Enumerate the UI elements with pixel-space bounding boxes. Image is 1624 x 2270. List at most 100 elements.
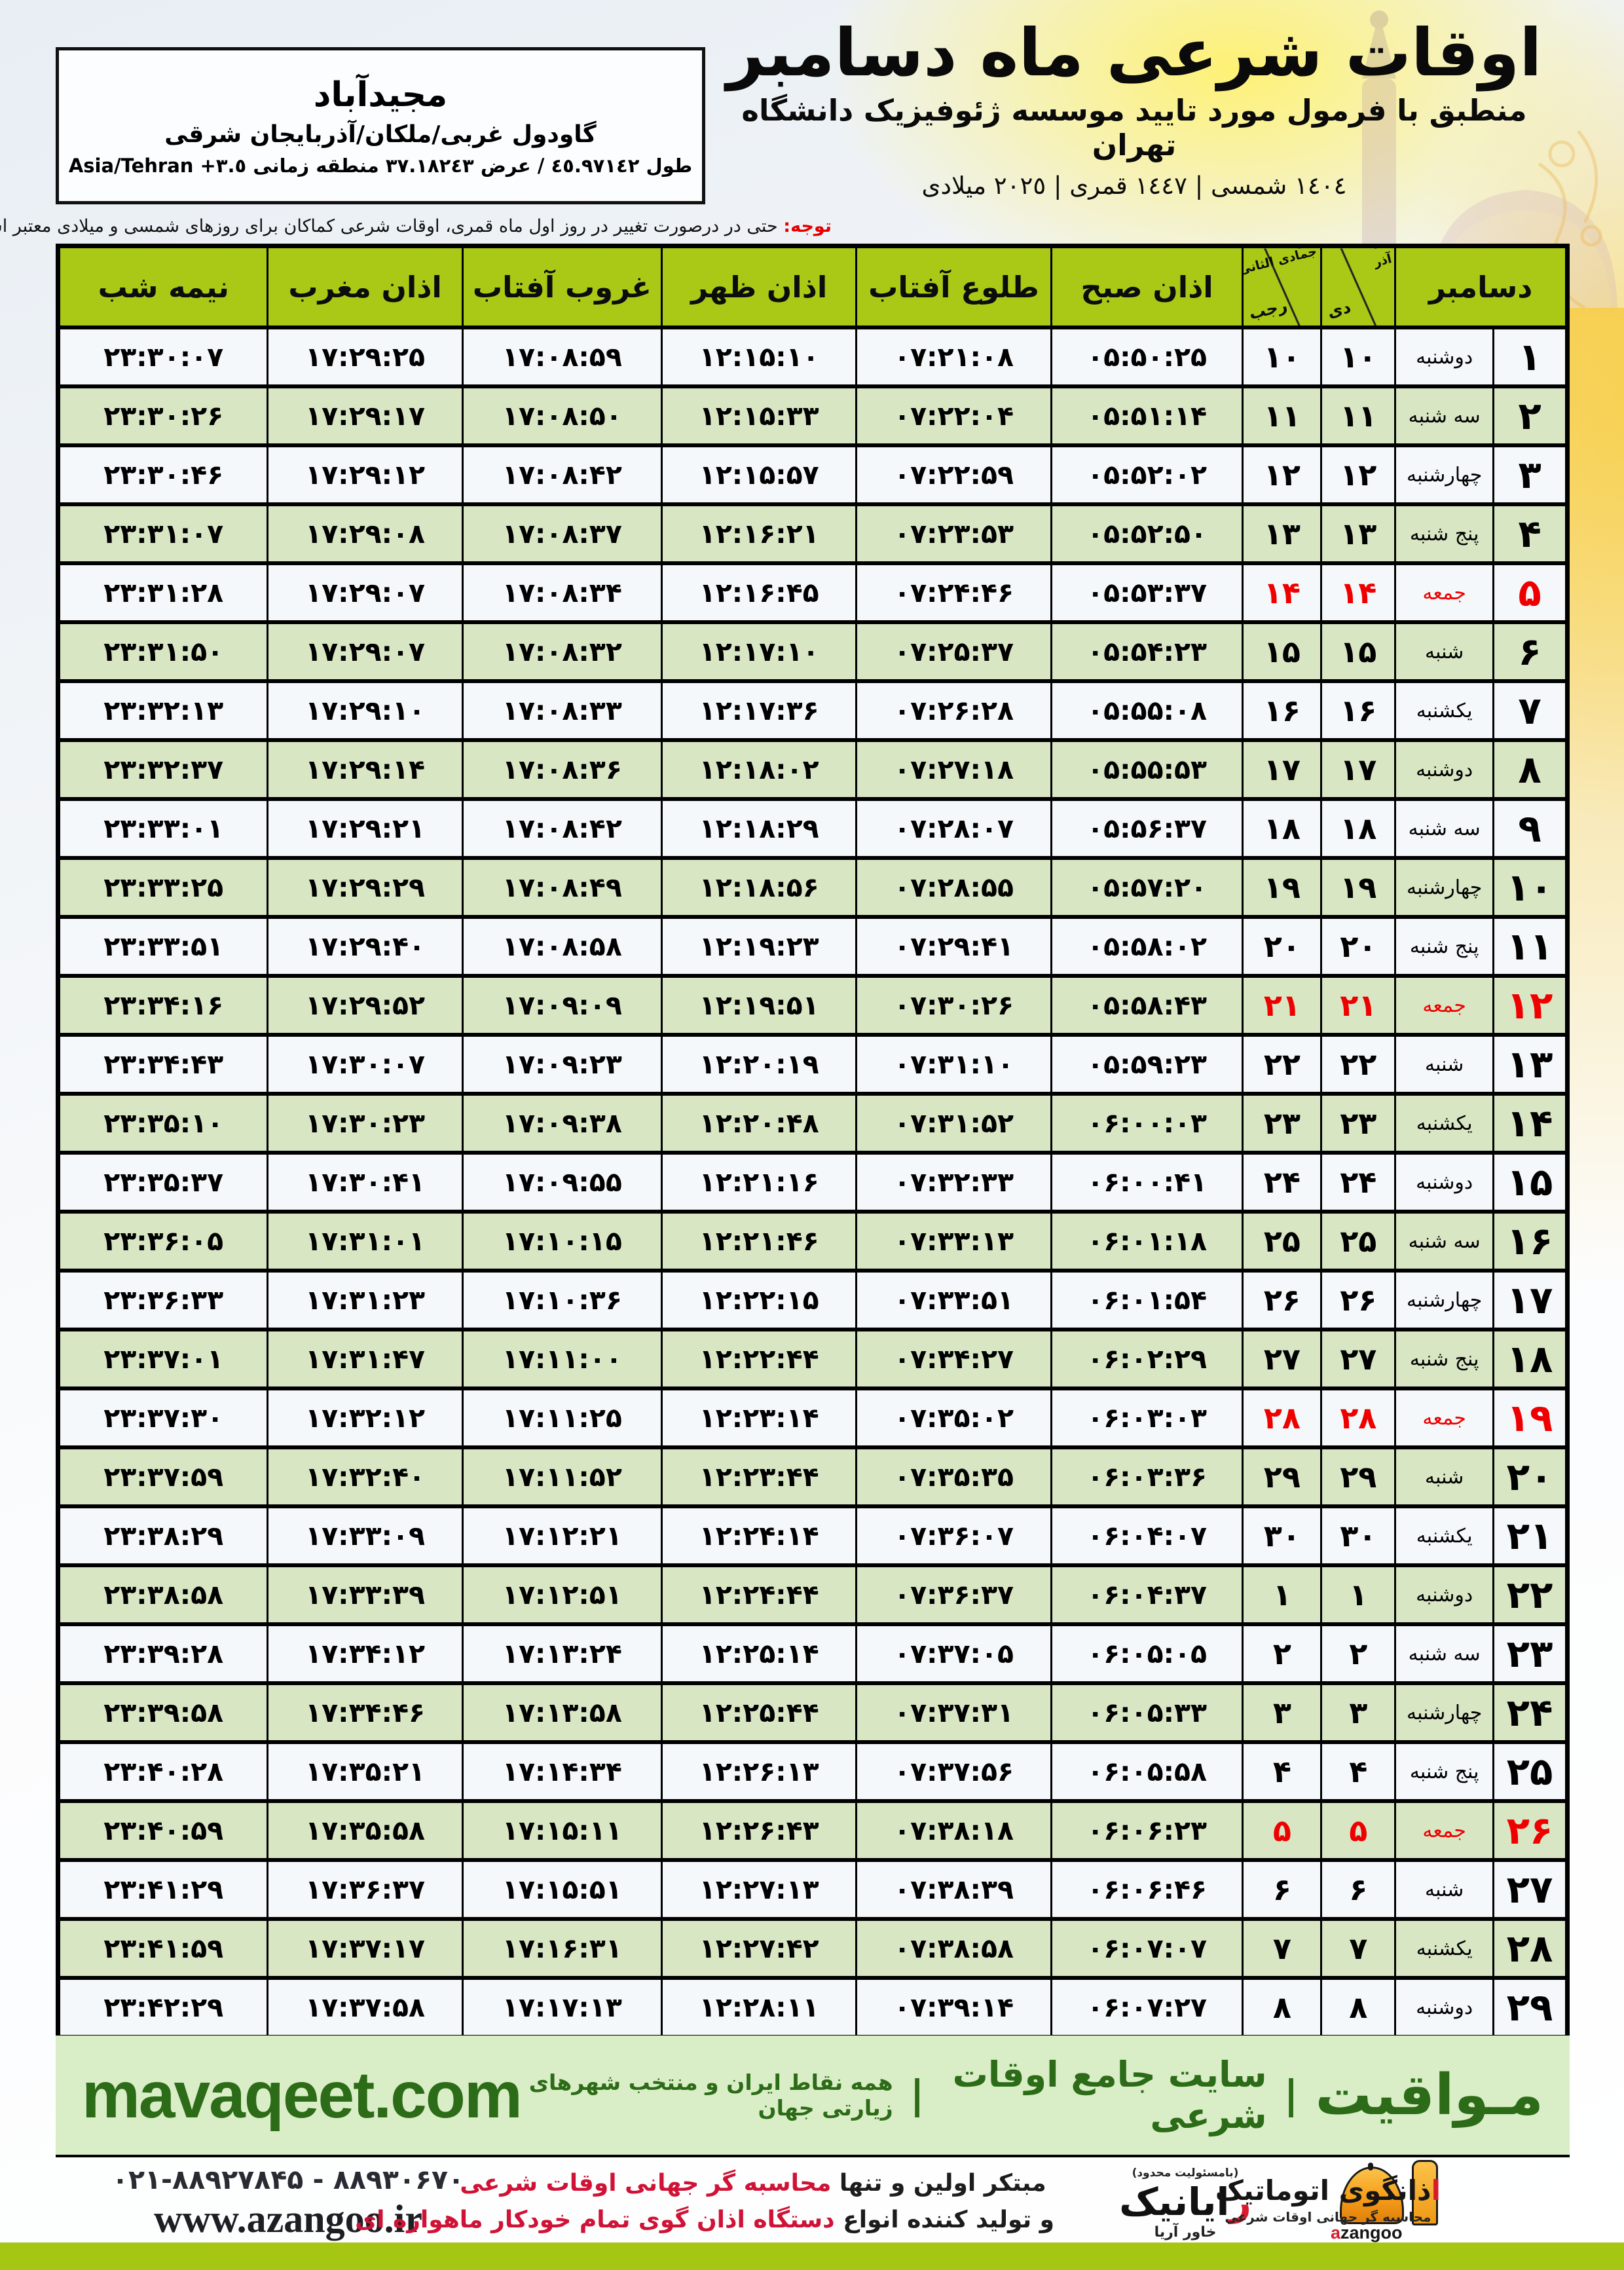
- maghrib-time-cell: ۱۷:۳۲:۴۰: [267, 1445, 464, 1508]
- sunrise-time-cell: ۰۷:۳۶:۳۷: [855, 1563, 1052, 1626]
- table-row: ۱۶ سه شنبه ۲۵ ۲۵ ۰۶:۰۱:۱۸ ۰۷:۳۳:۱۳ ۱۲:۲۱…: [56, 1210, 1568, 1273]
- hijri-date-cell: ۳۰: [1242, 1504, 1323, 1567]
- fajr-time-cell: ۰۵:۵۶:۳۷: [1050, 797, 1244, 860]
- fajr-time-cell: ۰۶:۰۳:۳۶: [1050, 1445, 1244, 1508]
- persian-date-cell: ۱۳: [1320, 502, 1397, 565]
- hijri-date-cell: ۱۲: [1242, 443, 1323, 506]
- sunrise-time-cell: ۰۷:۲۸:۵۵: [855, 856, 1052, 919]
- midnight-time-cell: ۲۳:۴۲:۲۹: [56, 1976, 269, 2039]
- azangoo-logo: اذانگوی اتوماتیک محاسبه گر جهانی اوقات ش…: [1215, 2160, 1565, 2244]
- dhuhr-time-cell: ۱۲:۲۶:۱۳: [661, 1740, 858, 1803]
- persian-date-cell: ۲۷: [1320, 1328, 1397, 1390]
- midnight-time-cell: ۲۳:۳۲:۱۳: [56, 679, 269, 742]
- hijri-date-cell: ۵: [1242, 1799, 1323, 1862]
- sunrise-time-cell: ۰۷:۳۷:۳۱: [855, 1681, 1052, 1744]
- hijri-date-cell: ۲۰: [1242, 915, 1323, 978]
- sunset-time-cell: ۱۷:۱۲:۵۱: [461, 1563, 663, 1626]
- midnight-time-cell: ۲۳:۳۵:۳۷: [56, 1151, 269, 1214]
- dhuhr-time-cell: ۱۲:۱۹:۵۱: [661, 974, 858, 1037]
- sunset-time-cell: ۱۷:۱۵:۱۱: [461, 1799, 663, 1862]
- sunrise-time-cell: ۰۷:۲۸:۰۷: [855, 797, 1052, 860]
- persian-date-cell: ۱۲: [1320, 443, 1397, 506]
- column-header-maghrib: اذان مغرب: [267, 244, 464, 329]
- hijri-date-cell: ۱۰: [1242, 326, 1323, 388]
- right-ornament-strip: [1568, 308, 1624, 1290]
- hijri-date-cell: ۱۸: [1242, 797, 1323, 860]
- persian-date-cell: ۲۶: [1320, 1269, 1397, 1331]
- rayanik-logo: (بامسئولیت محدود) رایانیک خاور آریا: [1087, 2167, 1283, 2241]
- sunset-time-cell: ۱۷:۱۶:۳۱: [461, 1917, 663, 1980]
- weekday-cell: دوشنبه: [1394, 1151, 1495, 1214]
- table-row: ۲۳ سه شنبه ۲ ۲ ۰۶:۰۵:۰۵ ۰۷:۳۷:۰۵ ۱۲:۲۵:۱…: [56, 1622, 1568, 1685]
- sunset-time-cell: ۱۷:۰۸:۳۳: [461, 679, 663, 742]
- dhuhr-time-cell: ۱۲:۱۸:۲۹: [661, 797, 858, 860]
- hijri-date-cell: ۱۴: [1242, 561, 1323, 624]
- day-number-cell: ۲۱: [1492, 1504, 1568, 1567]
- maghrib-time-cell: ۱۷:۳۶:۳۷: [267, 1858, 464, 1921]
- fajr-time-cell: ۰۶:۰۱:۱۸: [1050, 1210, 1244, 1273]
- column-header-midnight: نیمه شب: [56, 244, 269, 329]
- dhuhr-time-cell: ۱۲:۲۳:۴۴: [661, 1445, 858, 1508]
- fajr-time-cell: ۰۵:۵۹:۲۳: [1050, 1033, 1244, 1096]
- weekday-cell: یکشنبه: [1394, 679, 1495, 742]
- persian-date-cell: ۷: [1320, 1917, 1397, 1980]
- sunset-time-cell: ۱۷:۰۸:۳۲: [461, 620, 663, 683]
- persian-date-cell: ۸: [1320, 1976, 1397, 2039]
- hijri-date-cell: ۲۷: [1242, 1328, 1323, 1390]
- maghrib-time-cell: ۱۷:۳۴:۱۲: [267, 1622, 464, 1685]
- persian-date-cell: ۱۱: [1320, 384, 1397, 447]
- hijri-date-cell: ۲۶: [1242, 1269, 1323, 1331]
- hijri-date-cell: ۲: [1242, 1622, 1323, 1685]
- table-row: ۲۶ جمعه ۵ ۵ ۰۶:۰۶:۲۳ ۰۷:۳۸:۱۸ ۱۲:۲۶:۴۳ ۱…: [56, 1799, 1568, 1862]
- dhuhr-time-cell: ۱۲:۲۰:۴۸: [661, 1092, 858, 1155]
- weekday-cell: سه شنبه: [1394, 1210, 1495, 1273]
- hijri-date-cell: ۱۷: [1242, 738, 1323, 801]
- sunrise-time-cell: ۰۷:۳۱:۵۲: [855, 1092, 1052, 1155]
- midnight-time-cell: ۲۳:۳۱:۰۷: [56, 502, 269, 565]
- sunset-time-cell: ۱۷:۰۸:۳۷: [461, 502, 663, 565]
- prayer-times-table: دسامبر آذر دی جمادی الثانی رجب اذان صبح …: [56, 244, 1570, 2157]
- weekday-cell: یکشنبه: [1394, 1092, 1495, 1155]
- maghrib-time-cell: ۱۷:۲۹:۱۰: [267, 679, 464, 742]
- table-header-row: دسامبر آذر دی جمادی الثانی رجب اذان صبح …: [56, 244, 1568, 329]
- sunset-time-cell: ۱۷:۰۹:۳۸: [461, 1092, 663, 1155]
- column-header-sunrise: طلوع آفتاب: [855, 244, 1052, 329]
- sunset-time-cell: ۱۷:۱۱:۲۵: [461, 1386, 663, 1449]
- weekday-cell: سه شنبه: [1394, 384, 1495, 447]
- hijri-month-top-label: جمادی الثانی: [1242, 246, 1319, 278]
- persian-date-cell: ۱۸: [1320, 797, 1397, 860]
- midnight-time-cell: ۲۳:۳۷:۳۰: [56, 1386, 269, 1449]
- midnight-time-cell: ۲۳:۳۰:۴۶: [56, 443, 269, 506]
- bottom-footer: ۰۲۱-۸۸۹۲۷۸۴۵ - ۸۸۹۳۰۶۷۰ www.azangoo.ir م…: [0, 2160, 1624, 2244]
- weekday-cell: پنج شنبه: [1394, 502, 1495, 565]
- mavaqeet-band: مـواقیت | سایت جامع اوقات شرعی | همه نقا…: [56, 2036, 1570, 2155]
- maghrib-time-cell: ۱۷:۲۹:۰۷: [267, 620, 464, 683]
- sunrise-time-cell: ۰۷:۲۱:۰۸: [855, 326, 1052, 388]
- day-number-cell: ۱: [1492, 326, 1568, 388]
- maghrib-time-cell: ۱۷:۲۹:۰۸: [267, 502, 464, 565]
- fajr-time-cell: ۰۶:۰۶:۲۳: [1050, 1799, 1244, 1862]
- persian-date-cell: ۴: [1320, 1740, 1397, 1803]
- fajr-time-cell: ۰۶:۰۴:۳۷: [1050, 1563, 1244, 1626]
- table-row: ۲۴ چهارشنبه ۳ ۳ ۰۶:۰۵:۳۳ ۰۷:۳۷:۳۱ ۱۲:۲۵:…: [56, 1681, 1568, 1744]
- sunrise-time-cell: ۰۷:۳۸:۱۸: [855, 1799, 1052, 1862]
- maghrib-time-cell: ۱۷:۳۷:۱۷: [267, 1917, 464, 1980]
- sunrise-time-cell: ۰۷:۳۵:۳۵: [855, 1445, 1052, 1508]
- tagline-line1-red: محاسبه گر جهانی اوقات شرعی: [460, 2170, 832, 2197]
- day-number-cell: ۱۵: [1492, 1151, 1568, 1214]
- sunrise-time-cell: ۰۷:۳۳:۵۱: [855, 1269, 1052, 1331]
- persian-date-cell: ۱۴: [1320, 561, 1397, 624]
- sunset-time-cell: ۱۷:۰۹:۰۹: [461, 974, 663, 1037]
- persian-date-cell: ۲۵: [1320, 1210, 1397, 1273]
- dhuhr-time-cell: ۱۲:۱۵:۳۳: [661, 384, 858, 447]
- fajr-time-cell: ۰۶:۰۷:۰۷: [1050, 1917, 1244, 1980]
- persian-date-cell: ۲۱: [1320, 974, 1397, 1037]
- column-header-fajr: اذان صبح: [1050, 244, 1244, 329]
- day-number-cell: ۱۷: [1492, 1269, 1568, 1331]
- location-region: گاودول غربی/ملکان/آذربایجان شرقی: [164, 121, 597, 148]
- sunset-time-cell: ۱۷:۱۱:۵۲: [461, 1445, 663, 1508]
- hijri-date-cell: ۸: [1242, 1976, 1323, 2039]
- table-row: ۱۳ شنبه ۲۲ ۲۲ ۰۵:۵۹:۲۳ ۰۷:۳۱:۱۰ ۱۲:۲۰:۱۹…: [56, 1033, 1568, 1096]
- day-number-cell: ۹: [1492, 797, 1568, 860]
- tagline-line2-black: و تولید کننده انواع: [834, 2206, 1054, 2233]
